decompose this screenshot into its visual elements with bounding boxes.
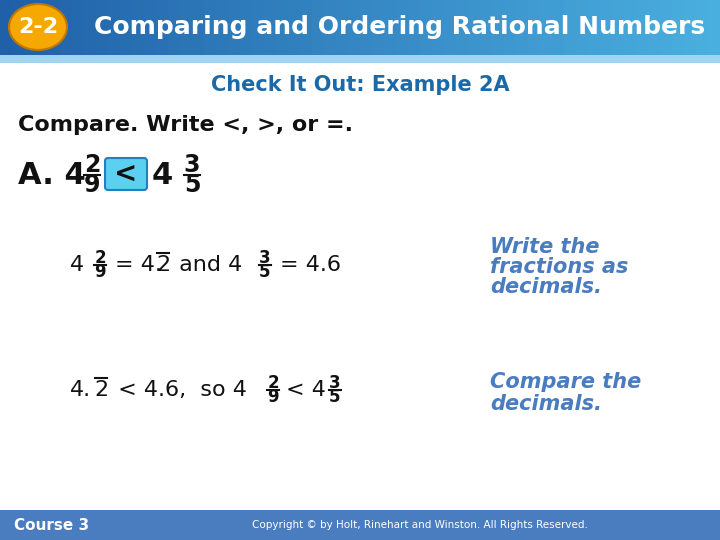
Text: 5: 5 [259, 263, 271, 281]
Bar [228, 0, 241, 55]
Bar [156, 0, 169, 55]
Text: Write the: Write the [490, 237, 600, 257]
Bar [540, 0, 553, 55]
Text: = 4.6: = 4.6 [280, 255, 341, 275]
Text: < 4.6,  so 4: < 4.6, so 4 [111, 380, 247, 400]
Text: 4: 4 [152, 160, 174, 190]
Bar [72, 0, 85, 55]
Bar [636, 0, 649, 55]
Text: 5: 5 [329, 388, 341, 406]
Bar [708, 0, 720, 55]
Bar [648, 0, 661, 55]
Bar [684, 0, 697, 55]
Bar [0, 55, 720, 63]
Text: 2: 2 [94, 249, 106, 267]
Bar [672, 0, 685, 55]
Bar [144, 0, 157, 55]
Text: 3: 3 [329, 374, 341, 392]
Bar [36, 0, 49, 55]
Text: = 4.: = 4. [115, 255, 162, 275]
Bar [168, 0, 181, 55]
Bar [552, 0, 565, 55]
Bar [0, 0, 13, 55]
Bar [612, 0, 625, 55]
Text: and 4: and 4 [172, 255, 242, 275]
Text: 9: 9 [84, 173, 100, 197]
Bar [372, 0, 385, 55]
Bar [384, 0, 397, 55]
Text: 9: 9 [94, 263, 106, 281]
Text: 2: 2 [267, 374, 279, 392]
Bar [408, 0, 421, 55]
Text: Comparing and Ordering Rational Numbers: Comparing and Ordering Rational Numbers [94, 15, 706, 39]
Bar [108, 0, 121, 55]
Bar [192, 0, 205, 55]
Bar [528, 0, 541, 55]
Bar [288, 0, 301, 55]
Bar [480, 0, 493, 55]
Bar [0, 510, 720, 540]
Bar [96, 0, 109, 55]
Bar [264, 0, 277, 55]
Bar [24, 0, 37, 55]
Bar [324, 0, 337, 55]
FancyBboxPatch shape [105, 158, 147, 190]
Text: Course 3: Course 3 [14, 517, 89, 532]
Text: 5: 5 [184, 173, 200, 197]
Text: <: < [114, 160, 138, 188]
Bar [444, 0, 457, 55]
Bar [396, 0, 409, 55]
Bar [312, 0, 325, 55]
Text: < 4: < 4 [286, 380, 326, 400]
Bar [12, 0, 25, 55]
Bar [180, 0, 193, 55]
Bar [696, 0, 709, 55]
Text: decimals.: decimals. [490, 277, 602, 297]
Text: 2: 2 [156, 255, 170, 275]
Text: fractions as: fractions as [490, 257, 629, 277]
Ellipse shape [9, 4, 67, 50]
Bar [336, 0, 349, 55]
Bar [204, 0, 217, 55]
Bar [504, 0, 517, 55]
Text: A. 4: A. 4 [18, 160, 86, 190]
Bar [216, 0, 229, 55]
Bar [60, 0, 73, 55]
Bar [132, 0, 145, 55]
Bar [276, 0, 289, 55]
Bar [360, 0, 373, 55]
Text: Copyright © by Holt, Rinehart and Winston. All Rights Reserved.: Copyright © by Holt, Rinehart and Winsto… [252, 520, 588, 530]
Bar [240, 0, 253, 55]
Bar [516, 0, 529, 55]
Text: decimals.: decimals. [490, 394, 602, 414]
Text: Check It Out: Example 2A: Check It Out: Example 2A [211, 75, 509, 95]
Bar [492, 0, 505, 55]
Text: 4.: 4. [70, 380, 91, 400]
Bar [48, 0, 61, 55]
Bar [624, 0, 637, 55]
Bar [576, 0, 589, 55]
Bar [456, 0, 469, 55]
Bar [468, 0, 481, 55]
Text: 3: 3 [259, 249, 271, 267]
Text: 2-2: 2-2 [18, 17, 58, 37]
Bar [660, 0, 673, 55]
Bar [564, 0, 577, 55]
Bar [348, 0, 361, 55]
Text: 3: 3 [184, 153, 200, 177]
Text: 2: 2 [94, 380, 108, 400]
Text: Compare. Write <, >, or =.: Compare. Write <, >, or =. [18, 115, 353, 135]
Text: Compare the: Compare the [490, 372, 642, 392]
Bar [252, 0, 265, 55]
Bar [432, 0, 445, 55]
Text: 9: 9 [267, 388, 279, 406]
Text: 4: 4 [70, 255, 84, 275]
Bar [300, 0, 313, 55]
Bar [588, 0, 601, 55]
Bar [84, 0, 97, 55]
Bar [600, 0, 613, 55]
Bar [420, 0, 433, 55]
Bar [120, 0, 133, 55]
Text: 2: 2 [84, 153, 100, 177]
